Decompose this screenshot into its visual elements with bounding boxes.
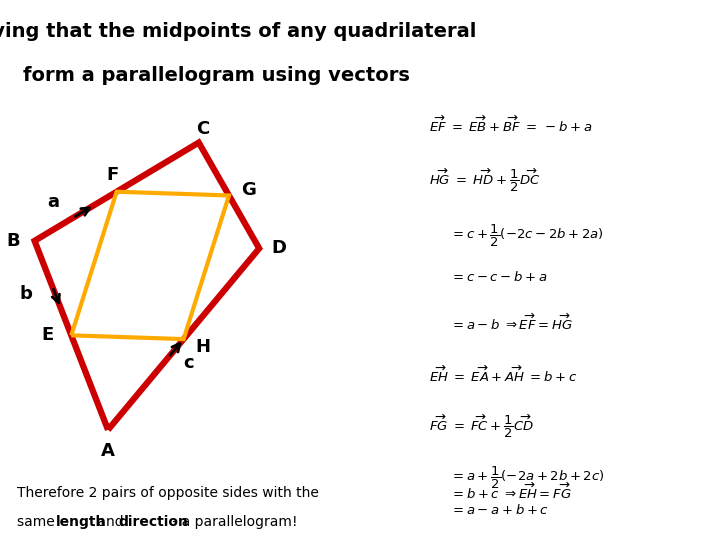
Text: b: b xyxy=(20,285,33,303)
Text: form a parallelogram using vectors: form a parallelogram using vectors xyxy=(22,66,410,85)
Text: $=a+\dfrac{1}{2}(-2a+2b+2c)$: $=a+\dfrac{1}{2}(-2a+2b+2c)$ xyxy=(450,464,605,490)
Text: E: E xyxy=(41,326,54,345)
Text: same: same xyxy=(17,515,59,529)
Text: F: F xyxy=(106,166,119,184)
Text: B: B xyxy=(6,232,19,250)
Text: D: D xyxy=(271,239,286,258)
Text: $=c+\dfrac{1}{2}(-2c-2b+2a)$: $=c+\dfrac{1}{2}(-2c-2b+2a)$ xyxy=(450,222,604,248)
Text: $=c-c-b+a$: $=c-c-b+a$ xyxy=(450,270,548,284)
Text: $=a-a+b+c$: $=a-a+b+c$ xyxy=(450,503,549,517)
Text: and: and xyxy=(93,515,128,529)
Text: $\overrightarrow{HG}\;=\;\overrightarrow{HD}+\dfrac{1}{2}\overrightarrow{DC}$: $\overrightarrow{HG}\;=\;\overrightarrow… xyxy=(429,166,541,194)
Text: direction: direction xyxy=(118,515,188,529)
Text: a: a xyxy=(48,193,60,211)
Text: $=a-b\;\Rightarrow\overrightarrow{EF}=\overrightarrow{HG}$: $=a-b\;\Rightarrow\overrightarrow{EF}=\o… xyxy=(450,313,573,333)
Text: - a parallelogram!: - a parallelogram! xyxy=(168,515,297,529)
Text: $\overrightarrow{EF}\;=\;\overrightarrow{EB}+\overrightarrow{BF}\;=\;-b+a$: $\overrightarrow{EF}\;=\;\overrightarrow… xyxy=(429,114,593,134)
Text: $\overrightarrow{FG}\;=\;\overrightarrow{FC}+\dfrac{1}{2}\overrightarrow{CD}$: $\overrightarrow{FG}\;=\;\overrightarrow… xyxy=(429,413,534,440)
Text: $\overrightarrow{EH}\;=\;\overrightarrow{EA}+\overrightarrow{AH}\;=b+c$: $\overrightarrow{EH}\;=\;\overrightarrow… xyxy=(429,365,577,385)
Text: $=b+c\;\Rightarrow\overrightarrow{EH}=\overrightarrow{FG}$: $=b+c\;\Rightarrow\overrightarrow{EH}=\o… xyxy=(450,482,572,502)
Text: G: G xyxy=(241,181,256,199)
Text: C: C xyxy=(197,120,210,138)
Text: Proving that the midpoints of any quadrilateral: Proving that the midpoints of any quadri… xyxy=(0,22,477,40)
Text: c: c xyxy=(184,354,194,372)
Text: Therefore 2 pairs of opposite sides with the: Therefore 2 pairs of opposite sides with… xyxy=(17,487,318,501)
Text: length: length xyxy=(56,515,107,529)
Text: A: A xyxy=(101,442,115,460)
Text: H: H xyxy=(196,338,210,356)
